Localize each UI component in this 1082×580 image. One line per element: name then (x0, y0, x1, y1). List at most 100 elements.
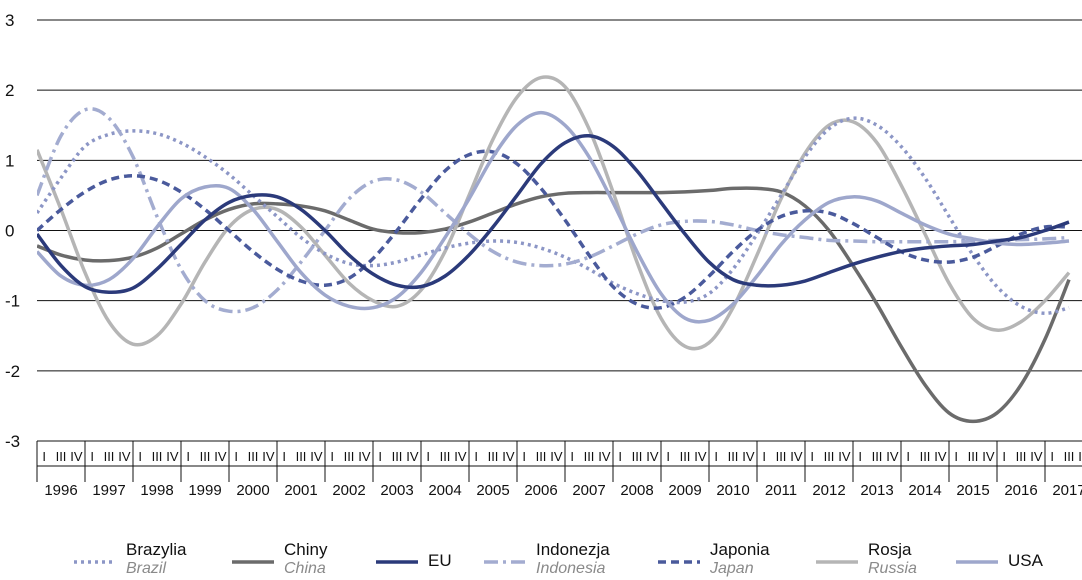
series-line-rosja (37, 75, 1071, 351)
legend: Brazylia Brazil Chiny China EU Indonezja Indon… (60, 540, 1082, 580)
year-label: 2014 (908, 482, 941, 499)
quarter-mark: I (378, 449, 382, 464)
quarter-mark: III (920, 449, 931, 464)
quarter-mark: III (728, 449, 739, 464)
quarter-mark: IV (838, 449, 851, 464)
legend-label: Indonezja (536, 540, 610, 559)
quarter-mark: III (392, 449, 403, 464)
series-line-usa (37, 110, 1070, 324)
quarter-mark: III (824, 449, 835, 464)
legend-label: Chiny (284, 540, 328, 559)
legend-item-usa: USA (952, 540, 1082, 580)
series-line-chiny (37, 186, 1071, 424)
quarter-mark: III (200, 449, 211, 464)
quarter-mark: I (138, 449, 142, 464)
year-label: 2002 (332, 482, 365, 499)
quarter-mark: III (56, 449, 67, 464)
legend-sublabel: Japan (710, 560, 754, 577)
legend-item-rosja: Rosja Russia (812, 540, 972, 580)
quarter-mark: III (152, 449, 163, 464)
quarter-mark: III (104, 449, 115, 464)
quarter-mark: III (632, 449, 643, 464)
quarter-mark: IV (598, 449, 611, 464)
series-line-indonezja (37, 107, 1070, 314)
year-label: 2001 (284, 482, 317, 499)
quarter-mark: IV (790, 449, 803, 464)
quarter-mark: I (570, 449, 574, 464)
quarter-mark: IV (166, 449, 179, 464)
year-label: 2008 (620, 482, 653, 499)
year-label: 2000 (236, 482, 269, 499)
quarter-mark: I (1002, 449, 1006, 464)
quarter-mark: I (282, 449, 286, 464)
legend-item-indonezja: Indonezja Indonesia (480, 540, 640, 580)
year-label: 2004 (428, 482, 461, 499)
year-label: 2007 (572, 482, 605, 499)
quarter-mark: IV (646, 449, 659, 464)
legend-swatch (484, 560, 526, 564)
quarter-mark: III (1064, 449, 1075, 464)
quarter-mark: IV (1078, 449, 1082, 464)
quarter-mark: I (1050, 449, 1054, 464)
legend-label: Japonia (710, 540, 770, 559)
quarter-mark: I (42, 449, 46, 464)
series-lines (37, 75, 1071, 424)
quarter-mark: IV (310, 449, 323, 464)
quarter-mark: I (762, 449, 766, 464)
year-label: 2009 (668, 482, 701, 499)
y-tick-label: 0 (5, 222, 14, 241)
quarter-mark: III (296, 449, 307, 464)
quarter-mark: IV (694, 449, 707, 464)
quarter-mark: IV (406, 449, 419, 464)
quarter-mark: IV (262, 449, 275, 464)
quarter-mark: III (344, 449, 355, 464)
quarter-mark: III (872, 449, 883, 464)
legend-swatch (816, 560, 858, 564)
year-label: 1996 (44, 482, 77, 499)
quarter-mark: IV (358, 449, 371, 464)
y-tick-label: 3 (5, 11, 14, 30)
quarter-mark: I (954, 449, 958, 464)
legend-label: EU (428, 551, 452, 570)
quarter-mark: III (584, 449, 595, 464)
quarter-mark: IV (982, 449, 995, 464)
year-label: 2013 (860, 482, 893, 499)
year-label: 2011 (765, 482, 797, 499)
quarter-mark: III (968, 449, 979, 464)
quarter-mark: I (474, 449, 478, 464)
quarter-mark: I (618, 449, 622, 464)
quarter-mark: I (90, 449, 94, 464)
quarter-mark: IV (1030, 449, 1043, 464)
year-label: 2015 (956, 482, 989, 499)
year-label: 2006 (524, 482, 557, 499)
quarter-mark: III (440, 449, 451, 464)
legend-label: Rosja (868, 540, 912, 559)
quarter-mark: III (776, 449, 787, 464)
legend-item-japonia: Japonia Japan (654, 540, 814, 580)
legend-sublabel: Russia (868, 560, 917, 577)
legend-sublabel: China (284, 560, 326, 577)
year-label: 2012 (812, 482, 845, 499)
y-tick-label: -1 (5, 292, 20, 311)
year-label: 2016 (1004, 482, 1037, 499)
quarter-mark: IV (886, 449, 899, 464)
legend-swatch (956, 560, 998, 564)
legend-sublabel: Indonesia (536, 560, 606, 577)
quarter-mark: I (666, 449, 670, 464)
quarter-mark: I (906, 449, 910, 464)
y-tick-label: 2 (5, 81, 14, 100)
y-axis-ticks: 3 2 1 0 -1 -2 -3 (5, 11, 20, 451)
quarter-mark: IV (70, 449, 83, 464)
quarter-mark: III (1016, 449, 1027, 464)
quarter-mark: IV (742, 449, 755, 464)
y-tick-label: -3 (5, 432, 20, 451)
legend-item-eu: EU (372, 540, 532, 580)
quarter-mark: III (488, 449, 499, 464)
quarter-mark: I (186, 449, 190, 464)
quarter-mark: III (680, 449, 691, 464)
quarter-mark: IV (934, 449, 947, 464)
legend-item-brazylia: Brazylia Brazil (70, 540, 230, 580)
quarter-mark: I (426, 449, 430, 464)
y-tick-label: -2 (5, 362, 20, 381)
year-label: 2003 (380, 482, 413, 499)
